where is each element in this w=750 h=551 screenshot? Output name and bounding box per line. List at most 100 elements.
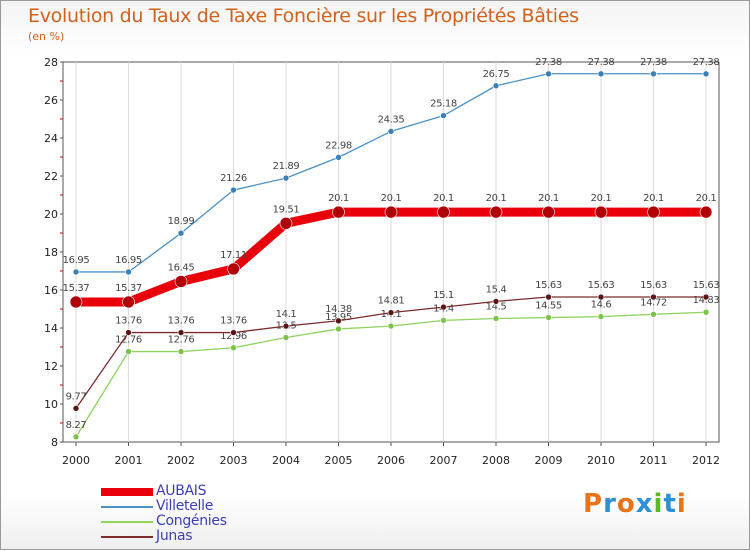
data-label-congenies: 12.96 bbox=[220, 331, 247, 342]
data-point-aubais bbox=[122, 295, 135, 309]
data-label-junas: 15.63 bbox=[588, 280, 615, 291]
data-point-congenies bbox=[650, 311, 657, 318]
data-label-aubais: 20.1 bbox=[328, 193, 349, 204]
data-label-villetelle: 18.99 bbox=[168, 216, 195, 227]
data-point-congenies bbox=[440, 317, 447, 324]
proxiti-logo: Proxiti bbox=[583, 489, 687, 519]
data-point-congenies bbox=[492, 315, 500, 322]
data-label-villetelle: 27.38 bbox=[640, 57, 667, 68]
data-label-congenies: 14.83 bbox=[693, 295, 720, 306]
data-point-villetelle bbox=[335, 154, 342, 161]
data-label-villetelle: 21.89 bbox=[273, 161, 300, 172]
data-point-aubais bbox=[174, 275, 188, 288]
data-point-congenies bbox=[702, 308, 710, 316]
legend-swatch bbox=[101, 521, 153, 523]
data-point-villetelle bbox=[650, 70, 657, 78]
x-tick-label: 2010 bbox=[587, 454, 615, 467]
logo-letter: i bbox=[653, 489, 664, 519]
chart-title: Evolution du Taux de Taxe Foncière sur l… bbox=[28, 5, 579, 27]
data-point-villetelle bbox=[177, 229, 185, 237]
y-tick-label: 18 bbox=[44, 246, 58, 259]
data-label-junas: 15.4 bbox=[486, 284, 507, 295]
legend-swatch bbox=[101, 506, 153, 508]
data-label-congenies: 8.27 bbox=[66, 420, 87, 431]
data-point-aubais bbox=[437, 205, 450, 219]
data-point-aubais bbox=[332, 205, 345, 219]
data-label-junas: 9.77 bbox=[66, 391, 87, 402]
x-tick-label: 2000 bbox=[62, 454, 90, 467]
x-tick-label: 2011 bbox=[640, 454, 668, 467]
data-label-aubais: 20.1 bbox=[591, 193, 612, 204]
data-point-aubais bbox=[699, 205, 713, 219]
legend-swatch bbox=[101, 536, 153, 538]
data-label-junas: 13.76 bbox=[220, 316, 247, 327]
legend-swatch bbox=[101, 488, 153, 496]
data-label-villetelle: 27.38 bbox=[535, 57, 562, 68]
data-point-villetelle bbox=[387, 128, 395, 135]
x-tick-label: 2005 bbox=[325, 454, 353, 467]
data-point-junas bbox=[177, 329, 185, 336]
y-tick-label: 10 bbox=[44, 398, 58, 411]
data-label-junas: 13.76 bbox=[168, 316, 195, 327]
data-label-junas: 14.1 bbox=[276, 309, 297, 320]
data-point-junas bbox=[72, 405, 80, 412]
legend-label: Junas bbox=[156, 528, 193, 544]
data-point-congenies bbox=[597, 313, 605, 320]
data-point-villetelle bbox=[230, 186, 237, 194]
data-label-junas: 15.1 bbox=[433, 290, 454, 301]
data-point-aubais bbox=[647, 205, 660, 219]
legend-label: Congénies bbox=[156, 513, 227, 529]
data-point-villetelle bbox=[702, 70, 710, 78]
data-label-aubais: 15.37 bbox=[63, 283, 90, 294]
x-tick-label: 2002 bbox=[167, 454, 195, 467]
data-point-junas bbox=[545, 293, 552, 301]
data-label-congenies: 12.76 bbox=[115, 335, 142, 346]
logo-letter: o bbox=[616, 489, 636, 519]
data-point-villetelle bbox=[597, 70, 605, 78]
y-tick-label: 20 bbox=[44, 208, 58, 221]
data-label-congenies: 14.55 bbox=[535, 301, 562, 312]
data-label-villetelle: 16.95 bbox=[63, 255, 90, 266]
y-tick-label: 26 bbox=[44, 94, 58, 107]
chart-subtitle: (en %) bbox=[28, 30, 65, 43]
data-label-congenies: 14.72 bbox=[640, 297, 667, 308]
x-tick-label: 2012 bbox=[692, 454, 720, 467]
data-label-villetelle: 25.18 bbox=[430, 99, 457, 110]
data-label-aubais: 17.11 bbox=[220, 250, 247, 261]
data-label-junas: 15.63 bbox=[640, 280, 667, 291]
logo-letter: x bbox=[635, 489, 654, 519]
x-tick-label: 2008 bbox=[482, 454, 510, 467]
data-point-congenies bbox=[545, 314, 552, 321]
data-label-junas: 14.38 bbox=[325, 304, 352, 315]
data-point-congenies bbox=[72, 433, 80, 441]
data-point-aubais bbox=[69, 295, 83, 309]
data-point-congenies bbox=[177, 348, 185, 355]
legend-label: AUBAIS bbox=[156, 483, 207, 499]
data-label-congenies: 12.76 bbox=[168, 335, 195, 346]
data-point-aubais bbox=[594, 205, 608, 219]
y-tick-label: 14 bbox=[44, 322, 58, 335]
data-point-congenies bbox=[282, 334, 290, 341]
data-label-congenies: 13.95 bbox=[325, 312, 352, 323]
logo-letter: P bbox=[583, 489, 604, 519]
data-label-aubais: 20.1 bbox=[433, 193, 454, 204]
data-label-aubais: 20.1 bbox=[696, 193, 717, 204]
logo-letter: i bbox=[676, 489, 687, 519]
data-point-aubais bbox=[227, 262, 240, 276]
x-tick-label: 2003 bbox=[220, 454, 248, 467]
y-tick-label: 28 bbox=[44, 56, 58, 69]
data-point-congenies bbox=[335, 325, 342, 333]
data-point-villetelle bbox=[492, 82, 500, 90]
data-point-junas bbox=[597, 293, 605, 301]
data-label-villetelle: 22.98 bbox=[325, 140, 352, 151]
data-point-congenies bbox=[230, 344, 237, 352]
data-label-villetelle: 21.26 bbox=[220, 173, 247, 184]
data-label-junas: 13.76 bbox=[115, 316, 142, 327]
data-label-junas: 15.63 bbox=[693, 280, 720, 291]
data-point-villetelle bbox=[282, 174, 290, 182]
data-label-junas: 15.63 bbox=[535, 280, 562, 291]
data-point-junas bbox=[650, 293, 657, 301]
data-label-aubais: 19.51 bbox=[273, 204, 300, 215]
data-label-junas: 14.81 bbox=[378, 296, 405, 307]
